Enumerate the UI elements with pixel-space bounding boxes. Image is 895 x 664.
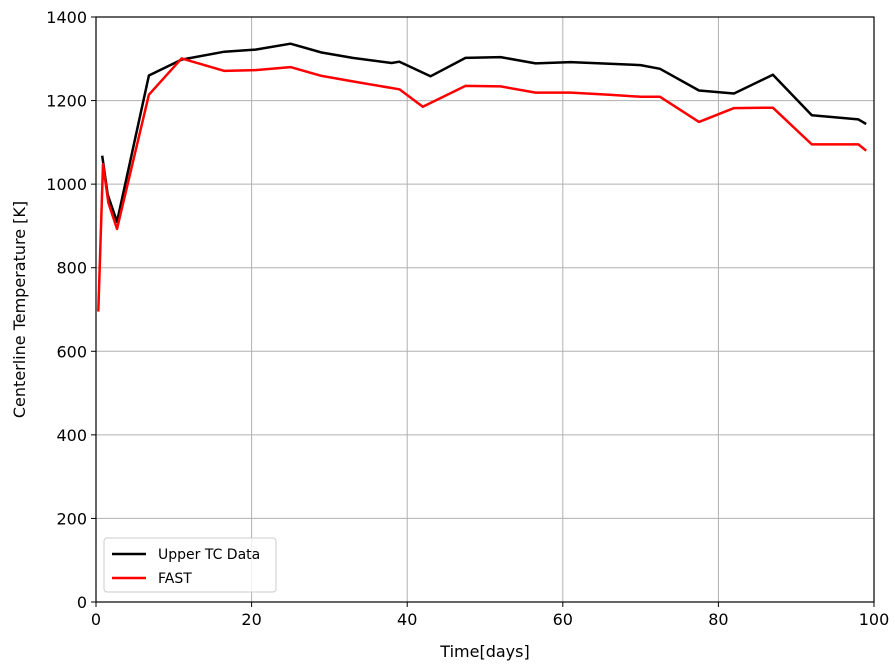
- x-tick-label: 100: [859, 610, 890, 629]
- series-line-upper-tc-data: [100, 42, 867, 224]
- x-tick-label: 80: [708, 610, 728, 629]
- grid: [95, 16, 875, 603]
- x-tick-label: 20: [241, 610, 261, 629]
- y-tick-label: 600: [56, 342, 87, 361]
- series-layer: [97, 42, 867, 312]
- legend-label-upper-tc-data: Upper TC Data: [158, 547, 260, 563]
- legend: Upper TC Data FAST: [103, 537, 277, 593]
- plot-area-frame: [95, 16, 875, 603]
- y-axis-title: Centerline Temperature [K]: [10, 201, 29, 418]
- y-tick-label: 400: [56, 426, 87, 445]
- legend-box: [103, 537, 277, 593]
- x-axis-title: Time[days]: [439, 642, 529, 661]
- y-tick-label: 1400: [46, 8, 87, 27]
- y-tick-label: 1000: [46, 175, 87, 194]
- x-tick-label: 0: [91, 610, 101, 629]
- y-tick-label: 0: [77, 593, 87, 612]
- y-tick-label: 200: [56, 509, 87, 528]
- legend-label-fast: FAST: [158, 571, 192, 587]
- series-line-fast: [97, 57, 867, 312]
- x-tick-label: 40: [397, 610, 417, 629]
- y-tick-label: 800: [56, 259, 87, 278]
- x-tick-label: 60: [553, 610, 573, 629]
- y-tick-label: 1200: [46, 92, 87, 111]
